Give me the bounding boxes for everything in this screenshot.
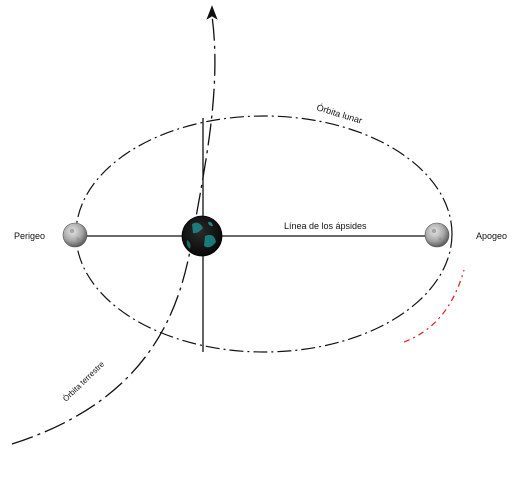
label-apogeo: Apogeo [476,231,507,241]
label-line-of-apsides: Línea de los ápsides [284,221,367,231]
label-lunar-orbit: Órbita lunar [315,102,363,125]
moon-icon [424,222,450,248]
earth-globe-icon [181,215,223,257]
lunar-orbit-ellipse [75,115,453,353]
moon-icon [62,222,88,248]
label-earth-orbit: Órbita terrestre [61,359,106,403]
earth-orbit-arrowhead [206,5,218,20]
red-motion-arc [403,269,465,343]
label-perigeo: Perigeo [14,231,45,241]
